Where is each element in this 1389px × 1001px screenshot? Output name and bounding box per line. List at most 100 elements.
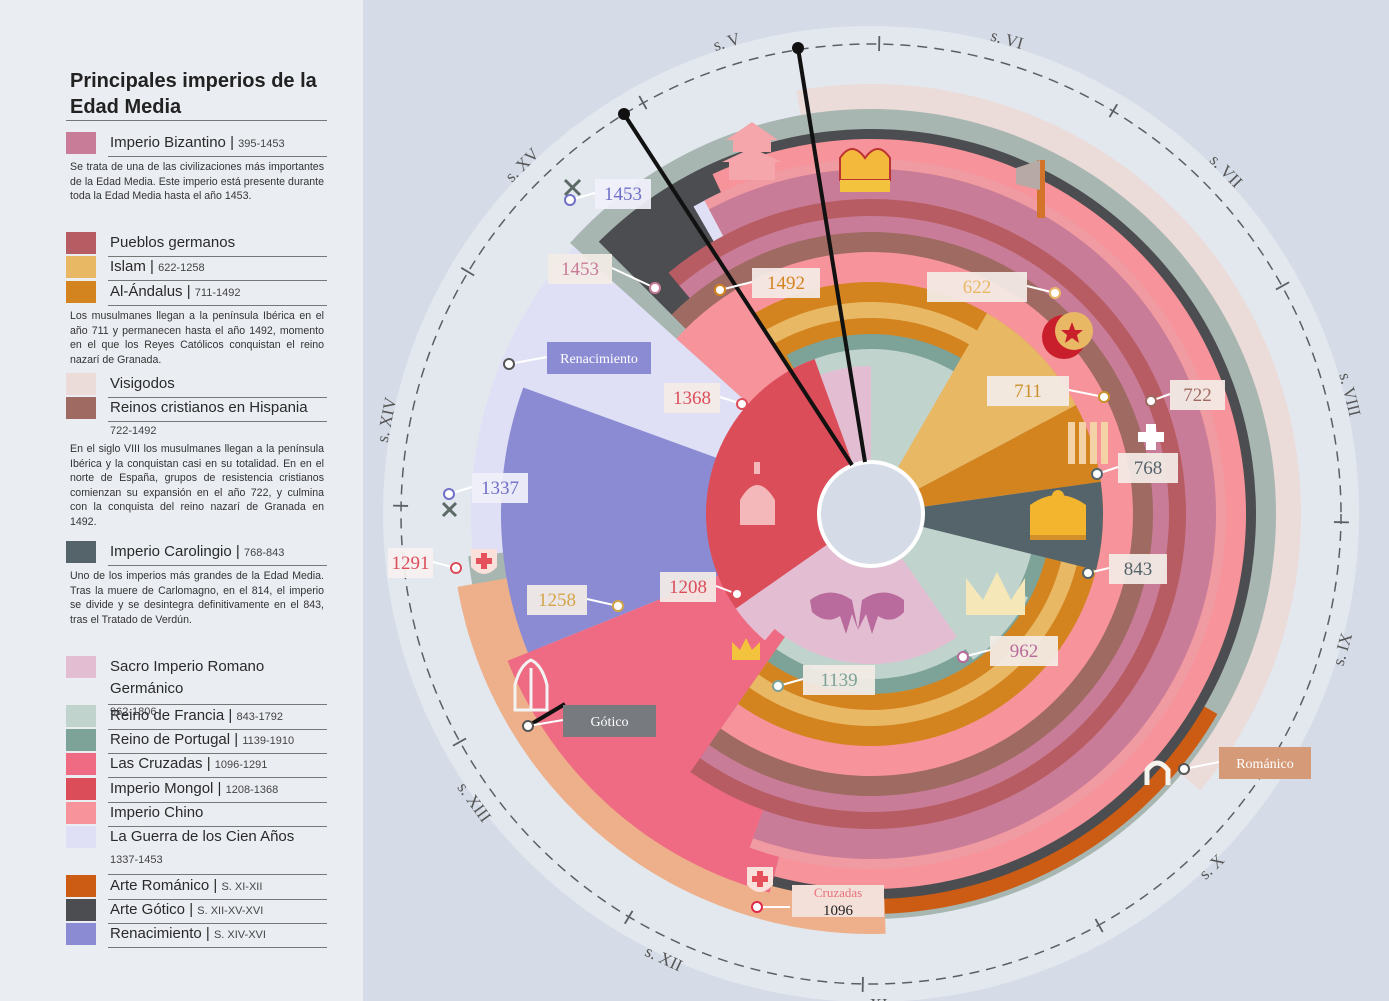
legend-name: Renacimiento bbox=[110, 925, 202, 942]
mongol-helmet-icon bbox=[740, 462, 775, 525]
year-label: 722 bbox=[1183, 385, 1212, 406]
legend-label: Reino de Francia | 843-1792 bbox=[110, 707, 283, 724]
rings bbox=[383, 26, 1359, 1001]
legend-swatch bbox=[66, 802, 96, 824]
year-marker-1453b: 1453 bbox=[564, 179, 651, 209]
legend-divider bbox=[108, 753, 327, 754]
legend-name: Reino de Francia bbox=[110, 707, 225, 724]
desc-reinos: En el siglo VIII los musulmanes llegan a… bbox=[70, 443, 324, 528]
century-tick bbox=[638, 95, 648, 110]
legend-swatch bbox=[66, 373, 96, 395]
legend-divider bbox=[108, 777, 327, 778]
legend-divider bbox=[108, 704, 327, 705]
legend-swatch bbox=[66, 705, 96, 727]
icons bbox=[441, 122, 1171, 892]
legend-sidebar: Principales imperios de la Edad Media Im… bbox=[0, 0, 363, 1001]
title-underline bbox=[66, 120, 327, 121]
year-markers: 622 711 722 768 843 962 1139 1208 1258 1368 1492 14… bbox=[388, 179, 1311, 919]
legend-label: Imperio Bizantino | 395-1453 bbox=[110, 134, 285, 151]
legend-label: Imperio Mongol | 1208-1368 bbox=[110, 780, 279, 797]
legend-dates: 768-843 bbox=[243, 547, 285, 559]
legend-dates: 722-1492 bbox=[110, 425, 157, 437]
year-label: 843 bbox=[1124, 559, 1153, 580]
legend-dates: 1096-1291 bbox=[214, 759, 268, 771]
legend-divider bbox=[108, 899, 327, 900]
legend-divider bbox=[108, 421, 327, 422]
century-tick bbox=[624, 910, 634, 925]
legend-name: Sacro Imperio Romano Germánico bbox=[110, 658, 265, 697]
year-marker-843: 843 bbox=[1082, 554, 1167, 584]
legend-divider bbox=[108, 565, 327, 566]
page-title: Principales imperios de la Edad Media bbox=[70, 70, 317, 118]
legend-label: Reinos cristianos en Hispania 722-1492 bbox=[110, 397, 326, 442]
year-label: 1208 bbox=[669, 577, 707, 598]
legend-swatch bbox=[66, 656, 96, 678]
legend-name: Arte Gótico bbox=[110, 901, 186, 918]
century-tick bbox=[452, 737, 467, 747]
year-label: 1453 bbox=[561, 259, 599, 280]
year-marker-768: 768 bbox=[1091, 453, 1178, 483]
legend-swatch bbox=[66, 875, 96, 897]
seg-mongol bbox=[705, 358, 871, 609]
legend-divider bbox=[108, 280, 327, 281]
century-label: s. XI bbox=[854, 995, 887, 1001]
legend-swatch bbox=[66, 729, 96, 751]
svg-text:Renacimiento: Renacimiento bbox=[560, 352, 638, 367]
legend-divider bbox=[108, 729, 327, 730]
year-label: 1291 bbox=[392, 553, 430, 574]
legend-label: Renacimiento | S. XIV-XVI bbox=[110, 925, 266, 942]
legend-divider bbox=[108, 923, 327, 924]
period-label-romanico: Románico bbox=[1178, 747, 1311, 779]
year-label: 711 bbox=[1014, 381, 1042, 402]
cross-shield-icon bbox=[471, 549, 497, 574]
legend-label: Pueblos germanos bbox=[110, 232, 326, 254]
year-marker-1139: 1139 bbox=[772, 665, 875, 695]
eagle-icon bbox=[810, 592, 904, 634]
cruzadas-label: Cruzadas bbox=[814, 885, 862, 900]
year-marker-1291: 1291 bbox=[388, 548, 462, 578]
year-label: 1096 bbox=[823, 903, 854, 919]
year-label: 1258 bbox=[538, 590, 576, 611]
legend-swatch bbox=[66, 826, 96, 848]
period-label-renacimiento: Renacimiento bbox=[503, 342, 651, 374]
legend-name: Las Cruzadas bbox=[110, 755, 203, 772]
legend-label: Arte Románico | S. XI-XII bbox=[110, 877, 263, 894]
legend-label: Sacro Imperio Romano Germánico 962-1806 bbox=[110, 656, 290, 723]
year-marker-1258: 1258 bbox=[527, 585, 624, 615]
legend-swatch bbox=[66, 256, 96, 278]
legend-label: Las Cruzadas | 1096-1291 bbox=[110, 755, 268, 772]
legend-divider bbox=[108, 947, 327, 948]
year-label: 1337 bbox=[481, 478, 519, 499]
legend-name: Arte Románico bbox=[110, 877, 210, 894]
year-label: 1139 bbox=[820, 670, 857, 691]
legend-dates: 395-1453 bbox=[238, 138, 285, 150]
pointer-gotico bbox=[526, 702, 567, 728]
legend-divider bbox=[108, 802, 327, 803]
legend-dates: 1139-1910 bbox=[242, 735, 295, 747]
legend-divider bbox=[108, 305, 327, 306]
legend-divider bbox=[108, 397, 327, 398]
legend-swatch bbox=[66, 541, 96, 563]
year-marker-962: 962 bbox=[957, 636, 1058, 666]
legend-label: Islam | 622-1258 bbox=[110, 258, 205, 275]
legend-swatch bbox=[66, 778, 96, 800]
pagoda-icon bbox=[722, 122, 782, 180]
year-label: 1453 bbox=[604, 184, 642, 205]
crescent-star-icon bbox=[1042, 312, 1093, 359]
legend-name: La Guerra de los Cien Años bbox=[110, 828, 295, 845]
legend-name: Imperio Mongol bbox=[110, 780, 214, 797]
desc-carolingio: Uno de los imperios más grandes de la Ed… bbox=[70, 570, 324, 626]
cross-shield-icon bbox=[747, 867, 773, 892]
desc-bizantino: Se trata de una de las civilizaciones má… bbox=[70, 161, 324, 202]
legend-dates: S. XI-XII bbox=[221, 881, 263, 893]
cross-icon bbox=[1138, 424, 1164, 450]
crossed-swords-icon bbox=[563, 178, 582, 197]
year-marker-1096: Cruzadas 1096 bbox=[751, 885, 884, 919]
century-tick bbox=[460, 267, 475, 277]
year-marker-1453a: 1453 bbox=[548, 254, 661, 294]
legend-swatch bbox=[66, 923, 96, 945]
legend-swatch bbox=[66, 397, 96, 419]
year-marker-622: 622 bbox=[927, 272, 1061, 302]
legend-dates: 843-1792 bbox=[236, 711, 283, 723]
